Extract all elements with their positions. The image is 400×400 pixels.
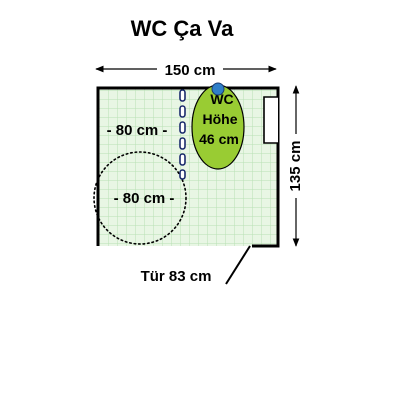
depth-label: 135 cm — [287, 141, 304, 192]
grab-rail — [179, 89, 186, 180]
door-swing-line — [225, 245, 251, 285]
width-label: 150 cm — [165, 62, 216, 79]
walls — [96, 86, 280, 248]
width-label-background — [157, 59, 223, 78]
depth-label-background — [286, 134, 306, 198]
door-label: Tür 83 cm — [141, 268, 212, 285]
sink — [263, 96, 278, 144]
turning-circle-label: - 80 cm - — [114, 190, 175, 207]
plan-title: WC Ça Va — [131, 16, 234, 41]
floor-area — [98, 88, 278, 246]
flush-button — [211, 82, 225, 96]
toilet-label-line3: 46 cm — [199, 131, 239, 147]
turning-circle — [93, 151, 187, 245]
toilet-label-line2: Höhe — [203, 111, 238, 127]
side-clearance-label: - 80 cm - — [107, 122, 168, 139]
